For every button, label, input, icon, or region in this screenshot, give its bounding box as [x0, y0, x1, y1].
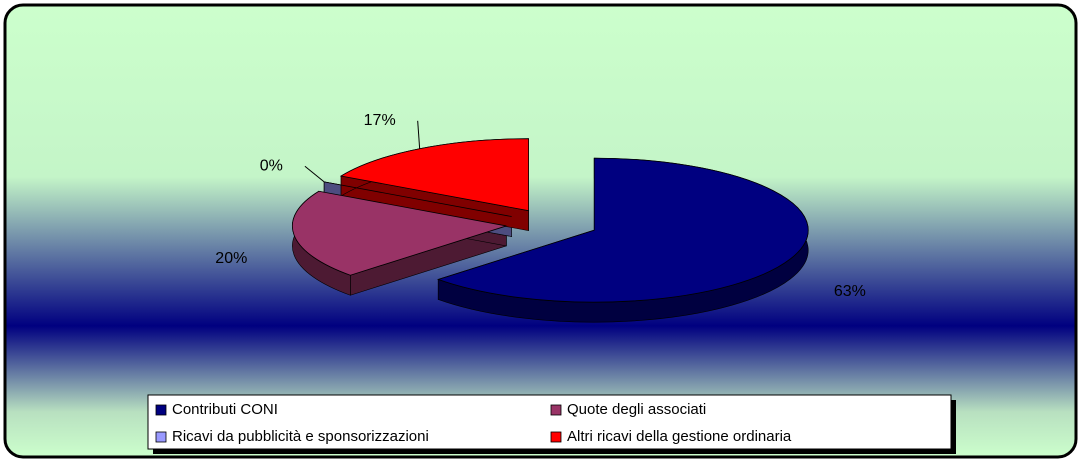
legend-label: Contributi CONI	[172, 401, 278, 418]
slice	[436, 157, 809, 303]
leader-line	[417, 120, 421, 149]
data-label: 0%	[260, 157, 283, 174]
legend-label: Altri ricavi della gestione ordinaria	[567, 428, 792, 445]
legend-swatch	[155, 431, 167, 443]
slice	[339, 138, 529, 212]
data-label: 20%	[215, 250, 247, 267]
pie: 63% 20% 0% 17%	[215, 112, 866, 323]
legend-swatch	[550, 404, 562, 416]
legend-label: Ricavi da pubblicità e sponsorizzazioni	[172, 428, 429, 445]
legend-box	[147, 394, 952, 450]
legend: Contributi CONI Quote degli associati Rica…	[155, 401, 792, 445]
data-label: 63%	[834, 283, 866, 300]
chart-frame	[3, 3, 1078, 459]
legend-swatch	[155, 404, 167, 416]
legend-swatch	[550, 431, 562, 443]
leader-line	[304, 165, 325, 183]
slice	[291, 190, 507, 276]
data-label: 17%	[364, 112, 396, 129]
legend-label: Quote degli associati	[567, 401, 706, 418]
